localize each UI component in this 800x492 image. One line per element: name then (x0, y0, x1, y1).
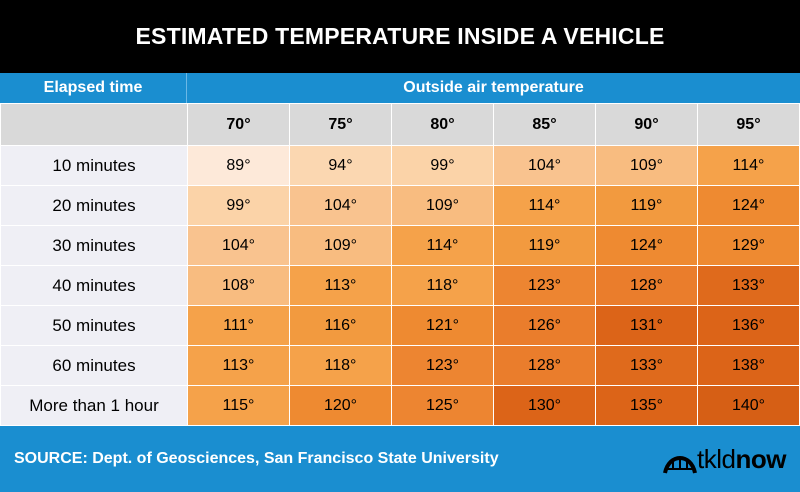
table-row: 60 minutes 113° 118° 123° 128° 133° 138° (0, 345, 800, 386)
temperature-cell: 113° (289, 265, 392, 306)
row-label: 10 minutes (0, 145, 188, 186)
column-header: 70° (187, 103, 290, 146)
elapsed-time-header: Elapsed time (0, 73, 187, 103)
temperature-cell: 99° (391, 145, 494, 186)
temperature-cell: 128° (493, 345, 596, 386)
temperature-cell: 94° (289, 145, 392, 186)
temperature-cell: 89° (187, 145, 290, 186)
temperature-cell: 121° (391, 305, 494, 346)
row-label: 50 minutes (0, 305, 188, 346)
temperature-cell: 140° (697, 385, 800, 426)
table-header: Elapsed time Outside air temperature (0, 73, 800, 103)
temperature-table: 70° 75° 80° 85° 90° 95° 10 minutes 89° 94°… (0, 103, 800, 426)
temperature-cell: 109° (289, 225, 392, 266)
temperature-cell: 118° (391, 265, 494, 306)
row-label: 40 minutes (0, 265, 188, 306)
column-header: 85° (493, 103, 596, 146)
temperature-cell: 123° (391, 345, 494, 386)
outside-air-temperature-header: Outside air temperature (403, 79, 584, 96)
temperature-cell: 104° (187, 225, 290, 266)
temperature-cell: 115° (187, 385, 290, 426)
temperature-cell: 113° (187, 345, 290, 386)
temperature-cell: 104° (289, 185, 392, 226)
temperature-cell: 131° (595, 305, 698, 346)
temperature-cell: 119° (595, 185, 698, 226)
temperature-cell: 136° (697, 305, 800, 346)
temperature-cell: 118° (289, 345, 392, 386)
row-label: More than 1 hour (0, 385, 188, 426)
row-label: 60 minutes (0, 345, 188, 386)
page-title: ESTIMATED TEMPERATURE INSIDE A VEHICLE (0, 0, 800, 73)
temperature-cell: 119° (493, 225, 596, 266)
temperature-cell: 120° (289, 385, 392, 426)
bridge-icon (663, 455, 697, 474)
temperature-cell: 116° (289, 305, 392, 346)
corner-cell (0, 103, 188, 146)
temperature-cell: 104° (493, 145, 596, 186)
logo-text: tkldnow (697, 443, 786, 474)
temperature-cell: 114° (391, 225, 494, 266)
column-header: 95° (697, 103, 800, 146)
temperature-cell: 111° (187, 305, 290, 346)
table-row: More than 1 hour 115° 120° 125° 130° 135° 140° (0, 385, 800, 426)
source-text: SOURCE: Dept. of Geosciences, San Franci… (14, 450, 499, 467)
temperature-cell: 108° (187, 265, 290, 306)
temperature-cell: 138° (697, 345, 800, 386)
row-label: 30 minutes (0, 225, 188, 266)
table-row: 10 minutes 89° 94° 99° 104° 109° 114° (0, 145, 800, 186)
table-row: 20 minutes 99° 104° 109° 114° 119° 124° (0, 185, 800, 226)
column-header: 80° (391, 103, 494, 146)
column-header: 90° (595, 103, 698, 146)
temperature-cell: 129° (697, 225, 800, 266)
temperature-cell: 109° (391, 185, 494, 226)
temperature-cell: 128° (595, 265, 698, 306)
temperature-cell: 126° (493, 305, 596, 346)
temperature-cell: 114° (697, 145, 800, 186)
row-label: 20 minutes (0, 185, 188, 226)
temperature-cell: 99° (187, 185, 290, 226)
temperature-cell: 124° (595, 225, 698, 266)
brand-logo: tkldnow (663, 444, 786, 475)
column-header: 75° (289, 103, 392, 146)
temperature-cell: 135° (595, 385, 698, 426)
footer: SOURCE: Dept. of Geosciences, San Franci… (0, 426, 800, 492)
temperature-cell: 133° (697, 265, 800, 306)
table-row: 40 minutes 108° 113° 118° 123° 128° 133° (0, 265, 800, 306)
temperature-cell: 114° (493, 185, 596, 226)
table-row: 50 minutes 111° 116° 121° 126° 131° 136° (0, 305, 800, 346)
temperature-cell: 125° (391, 385, 494, 426)
temperature-cell: 123° (493, 265, 596, 306)
temperature-cell: 124° (697, 185, 800, 226)
column-header-row: 70° 75° 80° 85° 90° 95° (0, 103, 800, 146)
temperature-cell: 130° (493, 385, 596, 426)
temperature-cell: 133° (595, 345, 698, 386)
temperature-cell: 109° (595, 145, 698, 186)
table-row: 30 minutes 104° 109° 114° 119° 124° 129° (0, 225, 800, 266)
